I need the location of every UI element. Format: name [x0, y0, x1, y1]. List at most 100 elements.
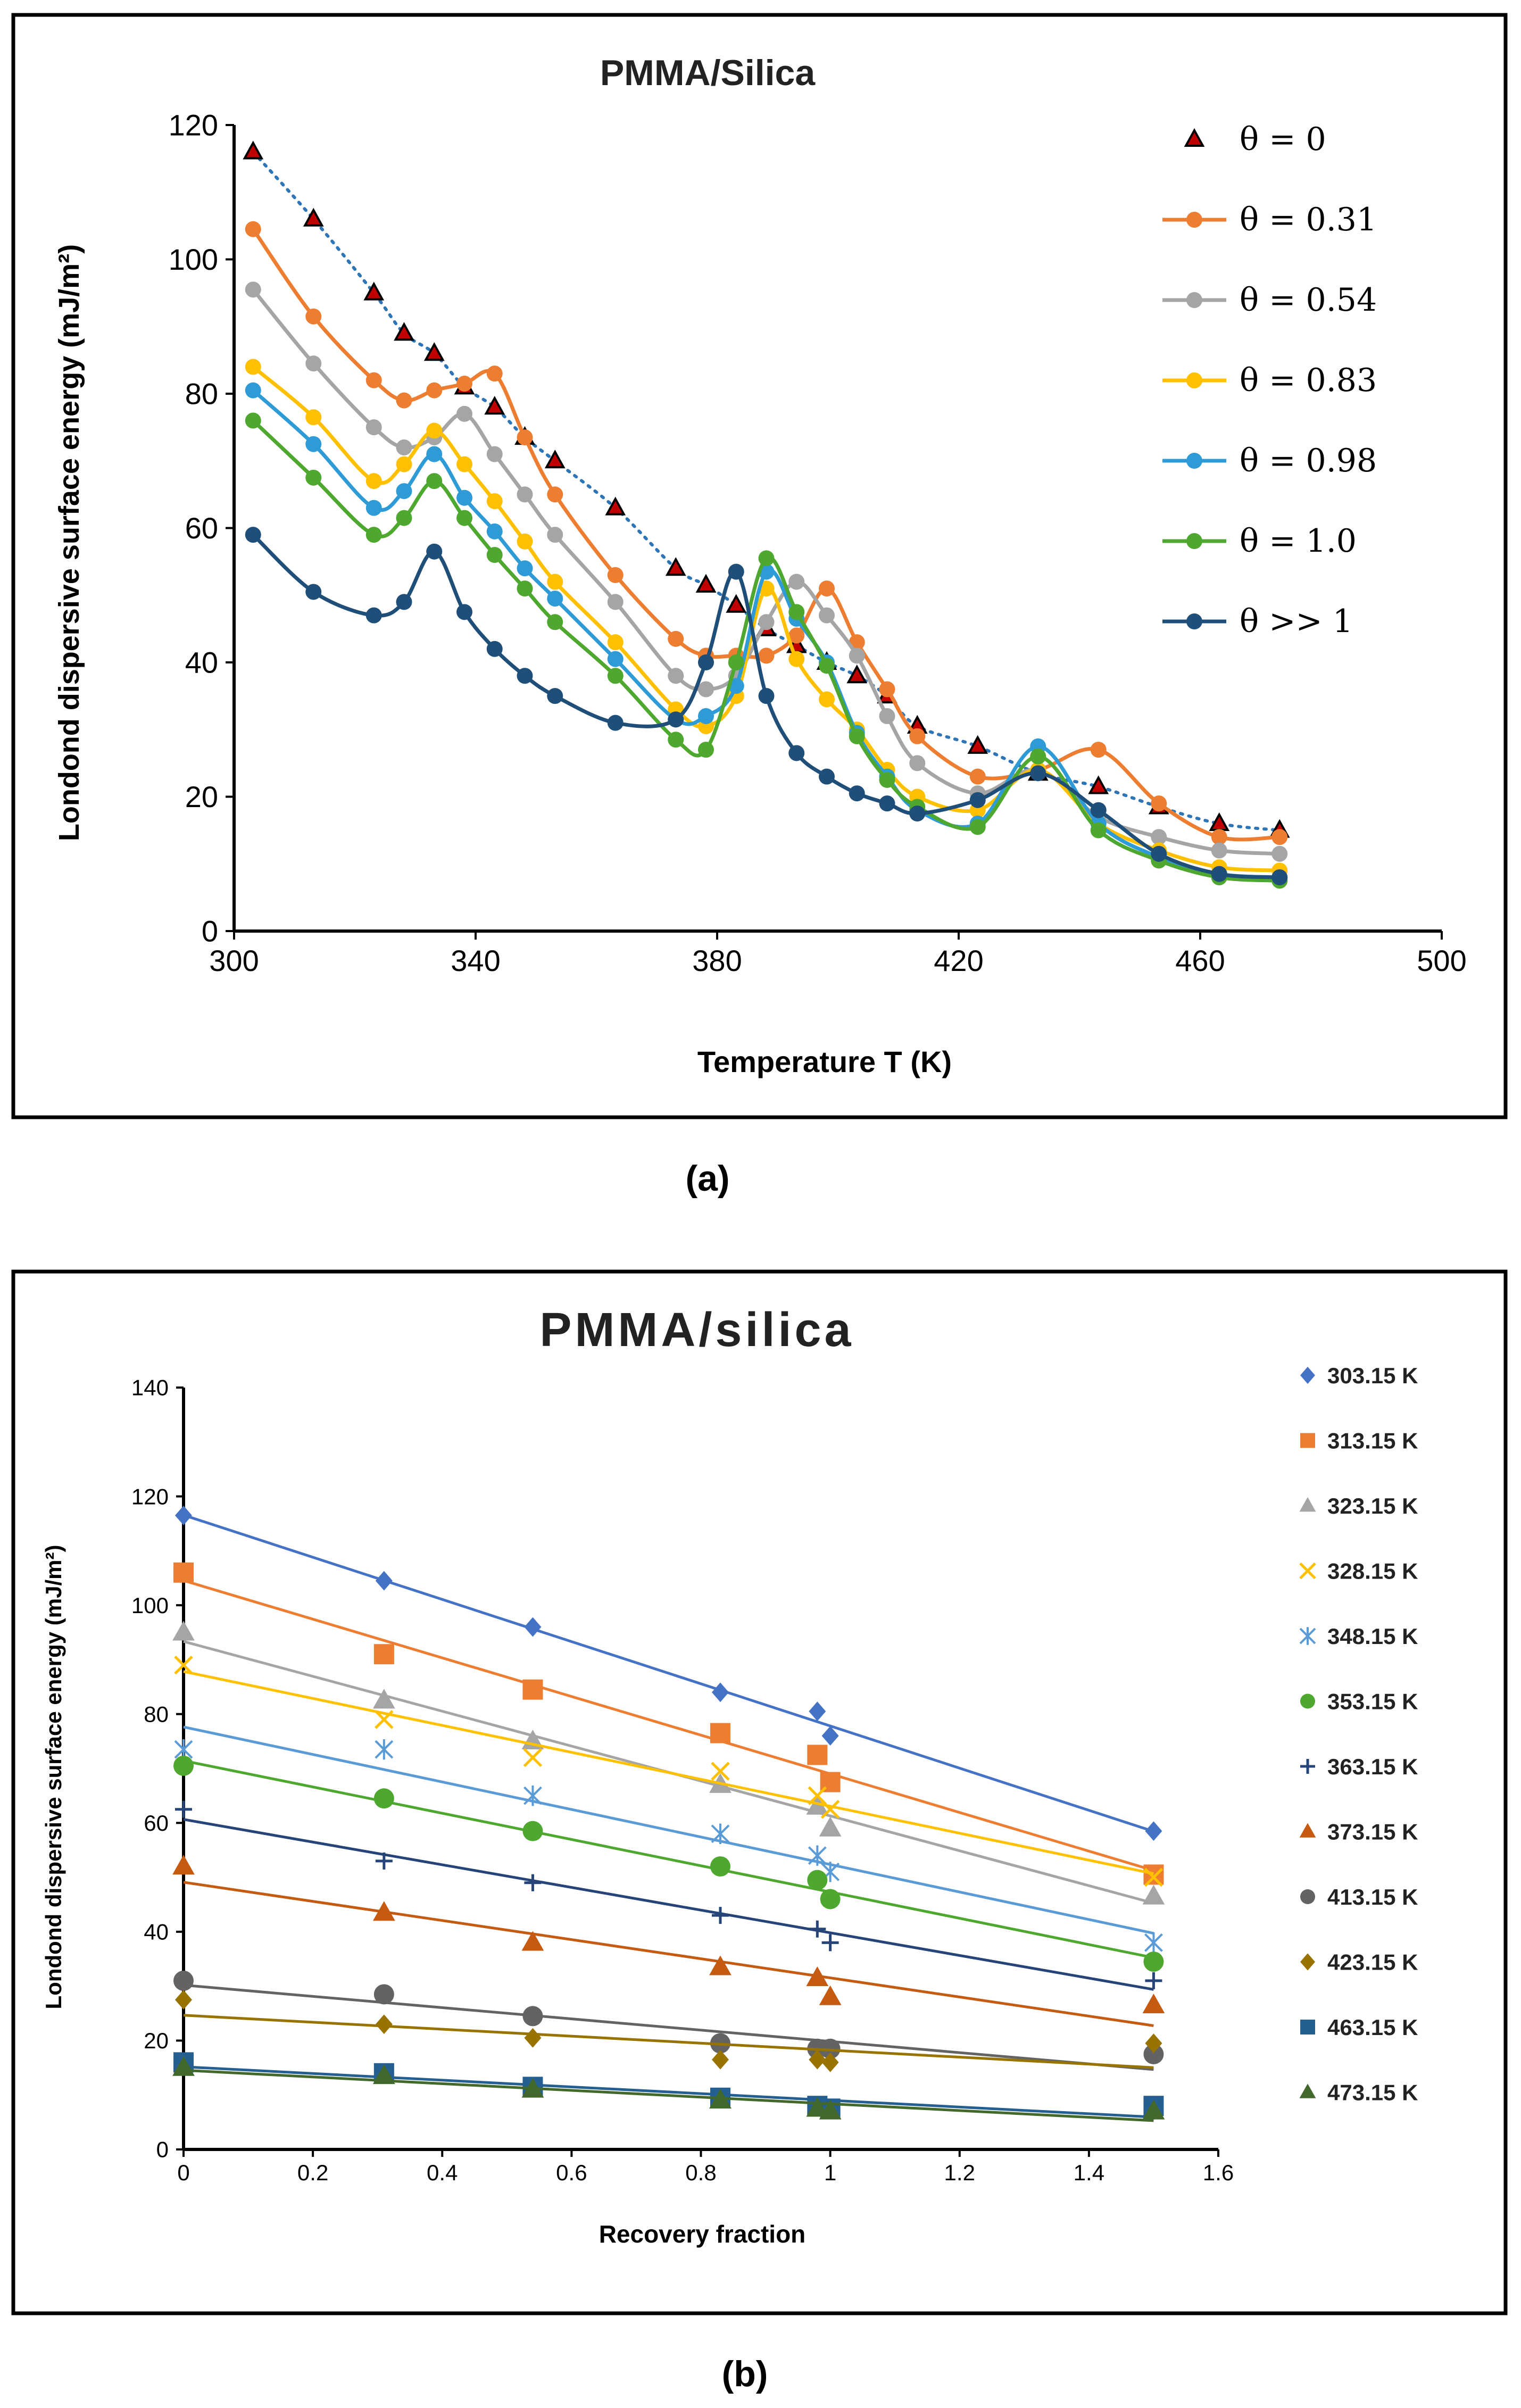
panel-b-trendline [183, 1881, 1154, 2027]
panel-b-point [711, 1762, 730, 1781]
panel-b-point [373, 1984, 394, 2005]
panel-b-trendline [183, 2069, 1154, 2122]
panel-b-legend-marker [1299, 1497, 1316, 1512]
panel-a-point [909, 728, 926, 744]
panel-b-point [711, 2049, 729, 2070]
panel-a-plot: 0 20 40 60 80 100 120 300 340 380 420 460 500 [169, 109, 1467, 977]
panel-a-legend-marker [1184, 128, 1205, 147]
panel-a-y-tick-label: 100 [169, 243, 218, 276]
panel-b-x-tick-label: 0.8 [685, 2160, 716, 2185]
panel-b-point [172, 2056, 195, 2076]
panel-a-point [728, 654, 744, 670]
panel-b-plot: 0 20 40 60 80 100 120 140 0 0.2 0.4 0.6 0.8 1 1.2 1.4 1.… [131, 1375, 1234, 2185]
panel-a-point [849, 728, 865, 744]
panel-a-point [969, 792, 986, 808]
panel-a-point [243, 140, 264, 160]
panel-a-legend-label: θ >> 1 [1240, 603, 1353, 640]
panel-a-legend-marker [1186, 453, 1202, 469]
panel-b-point [806, 1966, 829, 1986]
panel-b-point [809, 1920, 826, 1938]
panel-b-x-tick-label: 0.6 [556, 2160, 587, 2185]
panel-a-y-tick-label: 20 [185, 780, 218, 813]
panel-a-point [365, 419, 382, 436]
panel-a-point [547, 527, 563, 543]
panel-b-x-tick-label: 1.2 [944, 2160, 975, 2185]
panel-b-y-tick-label: 80 [144, 1701, 169, 1726]
panel-a-point [1151, 829, 1167, 845]
panel-a-point [517, 580, 533, 597]
panel-a-point [396, 456, 412, 472]
panel-b-trendline [183, 2065, 1154, 2119]
panel-b-point [1143, 2044, 1164, 2064]
panel-b-point [1145, 1821, 1162, 1841]
panel-a-point [544, 450, 566, 469]
panel-a-point [1211, 842, 1227, 859]
panel-b-point [173, 1562, 194, 1583]
panel-a-point [245, 412, 261, 429]
panel-a-point [819, 768, 835, 785]
panel-a-point [607, 594, 624, 610]
panel-b-trendline [183, 1725, 1154, 1935]
panel-a-point [396, 483, 412, 500]
panel-a-point [517, 560, 533, 577]
panel-a-point [698, 708, 714, 724]
panel-b-legend-label: 328.15 K [1327, 1559, 1418, 1584]
panel-a-point [426, 446, 443, 462]
panel-b-point [1144, 1867, 1163, 1887]
panel-a-y-axis-title: Londond dispersive surface energy (mJ/m²… [53, 244, 85, 841]
panel-a-point [819, 691, 835, 708]
panel-a-point [456, 456, 473, 472]
panel-a-point [517, 668, 533, 684]
panel-a-point [605, 496, 626, 516]
panel-b-point [375, 1571, 393, 1591]
panel-b-point [1143, 1864, 1164, 1885]
panel-b-legend-marker [1300, 1366, 1315, 1384]
panel-b-point [821, 1726, 839, 1746]
panel-a-point [517, 486, 533, 503]
panel-b-legend-label: 348.15 K [1327, 1624, 1418, 1649]
panel-a-point [396, 594, 412, 610]
panel-a-y-tick-label: 80 [185, 377, 218, 411]
panel-a-point [426, 473, 443, 489]
panel-b-point [522, 2006, 543, 2027]
panel-a-x-axis-title: Temperature T (K) [697, 1045, 952, 1078]
panel-b-point [524, 1874, 542, 1891]
panel-b-point [820, 1889, 841, 1909]
panel-b-point [809, 1701, 826, 1721]
panel-b-point [711, 1907, 729, 1924]
panel-a-point [456, 489, 473, 506]
panel-a-point [819, 580, 835, 597]
panel-b-trendline [183, 1670, 1154, 1875]
panel-a-point [909, 806, 926, 822]
panel-a-point [305, 409, 322, 426]
panel-b-title: PMMA/silica [539, 1303, 854, 1357]
panel-b-label: (b) [722, 2354, 768, 2394]
panel-b-point [821, 2052, 839, 2072]
panel-b-point [522, 1679, 543, 1700]
panel-b-legend-label: 463.15 K [1327, 2015, 1418, 2040]
panel-a-point [879, 795, 895, 812]
panel-a-frame [11, 13, 1508, 1119]
panel-a-x-tick-label: 380 [692, 944, 742, 977]
panel-a-point [879, 771, 895, 788]
panel-b-legend-label: 423.15 K [1327, 1950, 1418, 1975]
panel-a-legend-label: θ = 0.31 [1240, 201, 1377, 238]
panel-b-point [808, 1845, 827, 1866]
panel-b-point [1142, 1994, 1165, 2014]
panel-b-x-axis-title: Recovery fraction [599, 2220, 806, 2248]
panel-b-x-tick-label: 0.4 [427, 2160, 458, 2185]
panel-a-point [1271, 869, 1288, 885]
panel-a-point [396, 510, 412, 526]
panel-b-point [175, 1505, 192, 1525]
panel-b-point [1142, 2099, 1165, 2120]
panel-b-point [711, 1823, 730, 1844]
panel-a-point [365, 607, 382, 624]
panel-a-point [486, 547, 503, 563]
panel-b-point [819, 2099, 842, 2120]
panel-a-legend-marker [1186, 372, 1202, 388]
panel-a-point [486, 523, 503, 539]
panel-a-point [396, 439, 412, 455]
panel-a-point [1090, 802, 1107, 818]
panel-b-point [806, 2097, 829, 2117]
